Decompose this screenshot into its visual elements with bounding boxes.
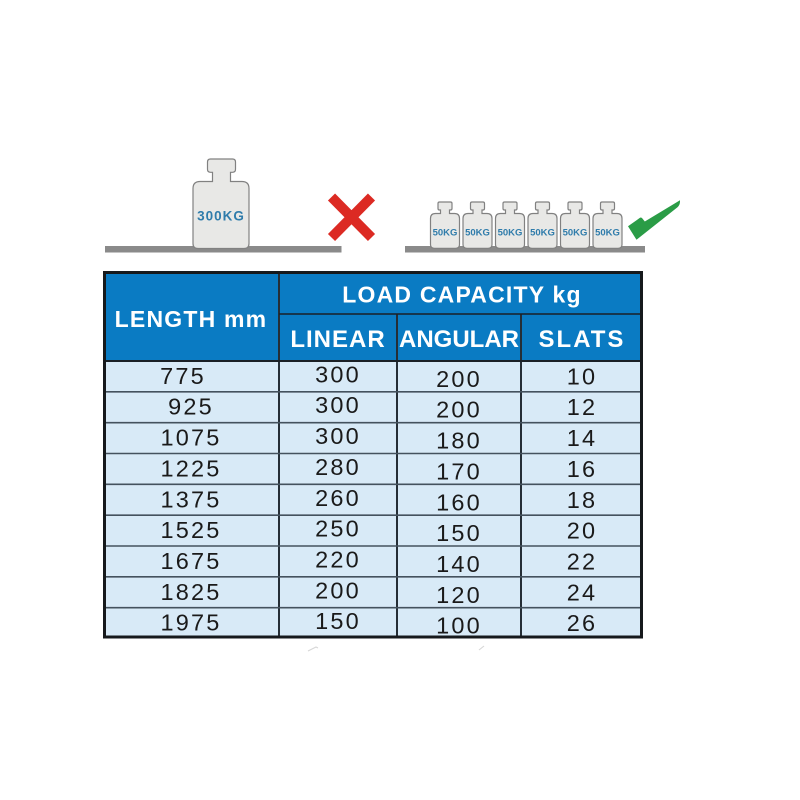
svg-text:26: 26 [567, 610, 598, 636]
svg-text:280: 280 [315, 454, 361, 480]
svg-text:50KG: 50KG [530, 228, 555, 239]
svg-text:LINEAR: LINEAR [290, 326, 385, 353]
svg-text:12: 12 [567, 394, 598, 420]
svg-text:1525: 1525 [160, 517, 221, 543]
svg-text:220: 220 [315, 547, 361, 573]
svg-text:250: 250 [315, 516, 361, 542]
svg-text:1375: 1375 [160, 486, 221, 512]
svg-text:140: 140 [436, 551, 482, 577]
svg-text:200: 200 [315, 577, 361, 603]
svg-text:260: 260 [315, 485, 361, 511]
svg-text:100: 100 [436, 613, 482, 639]
svg-text:50KG: 50KG [595, 228, 620, 239]
svg-text:925: 925 [168, 394, 214, 420]
svg-text:120: 120 [436, 582, 482, 608]
svg-text:16: 16 [567, 456, 598, 482]
svg-text:160: 160 [436, 489, 482, 515]
svg-text:150: 150 [436, 520, 482, 546]
svg-text:170: 170 [436, 458, 482, 484]
svg-text:LOAD CAPACITY kg: LOAD CAPACITY kg [342, 282, 581, 308]
svg-text:SLATS: SLATS [539, 326, 626, 353]
svg-text:14: 14 [567, 425, 598, 451]
svg-text:20: 20 [567, 518, 598, 544]
svg-text:LENGTH mm: LENGTH mm [115, 306, 268, 332]
svg-text:775: 775 [160, 363, 206, 389]
svg-text:1075: 1075 [160, 425, 221, 451]
svg-text:180: 180 [436, 428, 482, 454]
svg-text:24: 24 [567, 579, 598, 605]
svg-text:300: 300 [315, 392, 361, 418]
svg-text:50KG: 50KG [563, 228, 588, 239]
svg-text:10: 10 [567, 363, 598, 389]
svg-text:50KG: 50KG [433, 228, 458, 239]
svg-text:18: 18 [567, 487, 598, 513]
svg-text:50KG: 50KG [465, 228, 490, 239]
svg-text:200: 200 [436, 366, 482, 392]
svg-text:ANGULAR: ANGULAR [399, 326, 519, 353]
svg-text:50KG: 50KG [498, 228, 523, 239]
svg-text:22: 22 [567, 549, 598, 575]
svg-text:1225: 1225 [160, 455, 221, 481]
svg-text:1975: 1975 [160, 610, 221, 636]
svg-text:300KG: 300KG [197, 209, 245, 224]
svg-text:1825: 1825 [160, 579, 221, 605]
svg-text:1675: 1675 [160, 548, 221, 574]
svg-text:200: 200 [436, 397, 482, 423]
svg-text:300: 300 [315, 361, 361, 387]
svg-text:300: 300 [315, 423, 361, 449]
svg-text:150: 150 [315, 608, 361, 634]
